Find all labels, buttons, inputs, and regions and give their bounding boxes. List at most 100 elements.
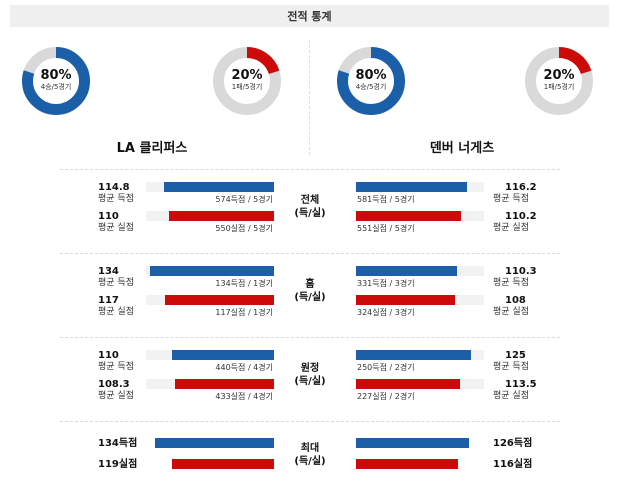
section-category: 홈 (득/실) (288, 278, 332, 304)
right-score-value: 116.2 (505, 182, 537, 193)
right-max-score-bar (356, 438, 469, 448)
right-score-value: 110.3 (505, 266, 537, 277)
right-concede-label: 평균 실점 (493, 223, 529, 233)
left-score-track (146, 266, 274, 276)
right-score-bar (356, 266, 457, 276)
right-concede-bar (356, 295, 455, 305)
right-concede-track (356, 295, 484, 305)
category-title: 전체 (300, 195, 320, 206)
section-divider (60, 169, 560, 170)
left-concede-track (146, 211, 274, 221)
left-score-label: 평균 득점 (98, 362, 134, 372)
donut-ring (525, 47, 593, 115)
right-max-concede-bar (356, 459, 458, 469)
left-max-score-bar (155, 438, 274, 448)
right-score-detail: 331득점 / 3경기 (357, 279, 415, 288)
loss-percentage: 20% (231, 68, 263, 83)
category-subtitle: (득/실) (294, 456, 326, 467)
left-max-concede-bar (172, 459, 274, 469)
right-win-donut: 80% 4승/5경기 (337, 47, 405, 115)
left-concede-detail: 433실점 / 4경기 (215, 392, 273, 401)
right-concede-detail: 227실점 / 2경기 (357, 392, 415, 401)
left-score-bar (172, 350, 274, 360)
donut-fill (337, 47, 405, 115)
win-record: 4승/5경기 (355, 83, 387, 91)
left-concede-bar (165, 295, 274, 305)
right-concede-value: 113.5 (505, 379, 537, 390)
loss-percentage: 20% (543, 68, 575, 83)
category-title: 홈 (305, 279, 315, 290)
stats-header: 전적 통계 (10, 5, 609, 27)
donut-ring (22, 47, 90, 115)
loss-record: 1패/5경기 (543, 83, 575, 91)
left-max-score: 134득점 (98, 438, 138, 449)
left-score-bar (150, 266, 274, 276)
right-score-label: 평균 득점 (493, 362, 529, 372)
left-concede-bar (175, 379, 274, 389)
section-divider (60, 337, 560, 338)
right-score-detail: 581득점 / 5경기 (357, 195, 415, 204)
right-concede-detail: 324실점 / 3경기 (357, 308, 415, 317)
left-concede-detail: 550실점 / 5경기 (215, 224, 273, 233)
left-max-concede-track (146, 459, 274, 469)
left-score-label: 평균 득점 (98, 278, 134, 288)
left-concede-value: 110 (98, 211, 119, 222)
right-team-name: 덴버 너게츠 (429, 141, 495, 156)
max-category: 최대 (득/실) (288, 442, 332, 468)
section-category: 전체 (득/실) (288, 194, 332, 220)
left-concede-track (146, 379, 274, 389)
left-score-detail: 574득점 / 5경기 (215, 195, 273, 204)
right-concede-label: 평균 실점 (493, 307, 529, 317)
right-score-track (356, 182, 484, 192)
right-concede-value: 108 (505, 295, 526, 306)
left-win-donut: 80% 4승/5경기 (22, 47, 90, 115)
right-score-bar (356, 350, 471, 360)
right-score-bar (356, 182, 467, 192)
donut-ring (337, 47, 405, 115)
win-percentage: 80% (355, 68, 387, 83)
category-title: 최대 (300, 443, 320, 454)
right-concede-label: 평균 실점 (493, 391, 529, 401)
right-concede-detail: 551실점 / 5경기 (357, 224, 415, 233)
category-subtitle: (득/실) (294, 376, 326, 387)
right-score-value: 125 (505, 350, 526, 361)
left-concede-label: 평균 실점 (98, 223, 134, 233)
stats-title: 전적 통계 (287, 10, 332, 23)
category-title: 원정 (300, 363, 320, 374)
section-category: 원정 (득/실) (288, 362, 332, 388)
loss-record: 1패/5경기 (231, 83, 263, 91)
right-max-concede-track (356, 459, 484, 469)
left-concede-value: 117 (98, 295, 119, 306)
left-concede-bar (169, 211, 274, 221)
left-score-detail: 440득점 / 4경기 (215, 363, 273, 372)
section-divider (60, 253, 560, 254)
team-divider (309, 40, 310, 155)
right-max-score-track (356, 438, 484, 448)
section-divider (60, 421, 560, 422)
category-subtitle: (득/실) (294, 292, 326, 303)
left-score-value: 134 (98, 266, 119, 277)
right-concede-bar (356, 379, 460, 389)
right-loss-donut: 20% 1패/5경기 (525, 47, 593, 115)
right-score-track (356, 266, 484, 276)
left-concede-detail: 117실점 / 1경기 (215, 308, 273, 317)
left-concede-label: 평균 실점 (98, 391, 134, 401)
left-score-track (146, 350, 274, 360)
right-score-label: 평균 득점 (493, 194, 529, 204)
left-concede-label: 평균 실점 (98, 307, 134, 317)
right-score-track (356, 350, 484, 360)
left-score-detail: 134득점 / 1경기 (215, 279, 273, 288)
left-score-label: 평균 득점 (98, 194, 134, 204)
right-concede-bar (356, 211, 461, 221)
left-score-value: 110 (98, 350, 119, 361)
left-max-concede: 119실점 (98, 459, 138, 470)
donut-fill (22, 47, 90, 115)
donut-fill (213, 47, 281, 115)
right-concede-value: 110.2 (505, 211, 537, 222)
category-subtitle: (득/실) (294, 208, 326, 219)
left-team-name: LA 클리퍼스 (116, 141, 188, 156)
left-concede-track (146, 295, 274, 305)
donut-ring (213, 47, 281, 115)
right-score-detail: 250득점 / 2경기 (357, 363, 415, 372)
right-concede-track (356, 211, 484, 221)
